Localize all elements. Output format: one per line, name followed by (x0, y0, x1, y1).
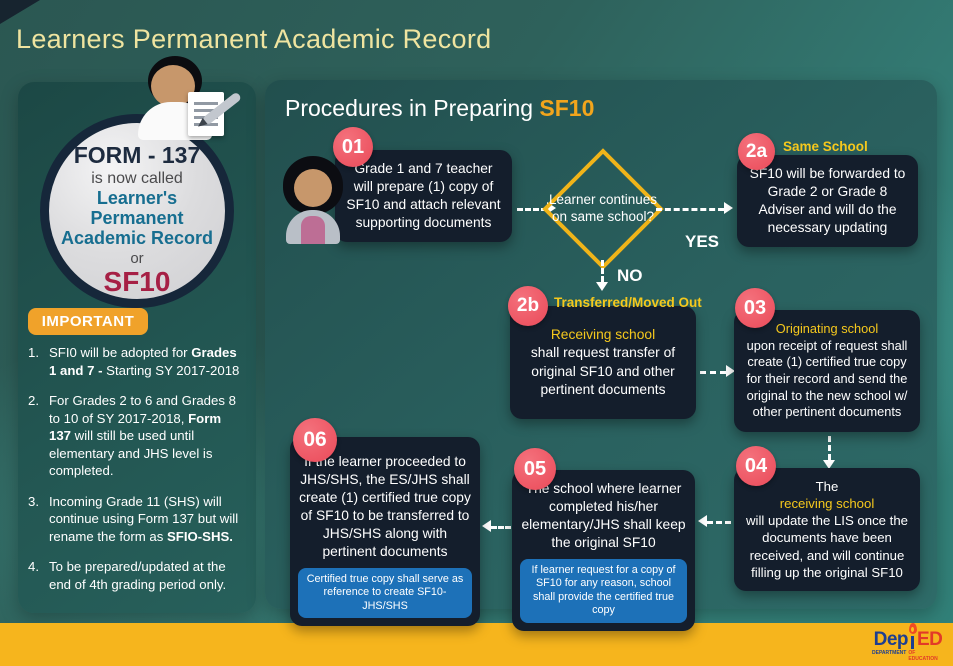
sf10-text: SF10 (103, 265, 171, 297)
flow-heading-prefix: Procedures in Preparing (285, 95, 540, 121)
logo-sub2: OF EDUCATION (908, 650, 938, 662)
left-panel: FORM - 137 is now called Learner's Perma… (18, 56, 256, 613)
step-box-03: Originating school upon receipt of reque… (734, 310, 920, 432)
teacher-shirt (301, 216, 325, 244)
deped-logo-subtext: DEPARTMENT OF EDUCATION (872, 650, 944, 662)
document-pencil-icon (184, 84, 246, 142)
form137-subtitle: is now called (91, 170, 183, 188)
form137-title: FORM - 137 (73, 142, 201, 169)
teacher-face (294, 169, 332, 207)
list-number: 4. (28, 559, 39, 575)
step-badge-04: 04 (736, 446, 776, 486)
arrow-01-to-decision (517, 208, 547, 211)
arrowhead-down-icon (596, 282, 608, 291)
step-box-06: If the learner proceeded to JHS/SHS, the… (290, 437, 480, 626)
form137-circle: FORM - 137 is now called Learner's Perma… (40, 114, 234, 308)
torch-icon (908, 623, 917, 649)
step-note-05: If learner request for a copy of SF10 fo… (520, 558, 687, 623)
flowchart-panel: Procedures in Preparing SF10 01 Grade 1 … (265, 80, 937, 631)
arrowhead-left-icon (482, 520, 491, 532)
avatar-face (151, 65, 195, 107)
list-number: 1. (28, 345, 39, 360)
arrow-03-to-04 (828, 436, 831, 460)
step-badge-06: 06 (293, 418, 337, 462)
step-text-06: If the learner proceeded to JHS/SHS, the… (299, 454, 471, 559)
page-title: Learners Permanent Academic Record (16, 24, 492, 54)
step-note-06: Certified true copy shall serve as refer… (298, 567, 472, 618)
no-label: NO (617, 266, 643, 285)
logo-ed-text: ED (917, 629, 943, 650)
arrowhead-right-icon (726, 365, 735, 377)
list-item: 4. To be prepared/updated at the end of … (28, 558, 244, 593)
deped-logo: Dep ED DEPARTMENT OF EDUCATION (872, 623, 944, 662)
arrow-04-to-05 (707, 521, 731, 524)
step-badge-05: 05 (514, 448, 556, 490)
step-label-2a: Same School (783, 139, 868, 154)
list-item: 1. SFI0 will be adopted for Grades 1 and… (28, 344, 244, 379)
flow-heading-accent: SF10 (539, 95, 595, 121)
record-name-line1: Learner's Permanent (90, 188, 184, 229)
footer-bar (0, 623, 953, 666)
decision-text: Learner continues on same school? (548, 192, 658, 224)
record-name-line2: Academic Record (60, 228, 214, 249)
list-text: To be prepared/updated at the end of 4th… (49, 559, 227, 593)
list-item: 3. Incoming Grade 11 (SHS) will continue… (28, 493, 244, 546)
arrow-2b-to-03 (700, 371, 726, 374)
arrow-05-to-06 (491, 526, 511, 529)
yes-label: YES (684, 232, 720, 251)
deped-logo-wordmark: Dep ED (873, 623, 943, 650)
important-notes-list: 1. SFI0 will be adopted for Grades 1 and… (28, 344, 244, 594)
arrowhead-down-icon (823, 460, 835, 469)
list-text: SFI0 will be adopted for Grades 1 and 7 … (49, 345, 240, 378)
list-number: 2. (28, 393, 39, 409)
step-badge-2b: 2b (508, 286, 548, 326)
step-label-2b: Transferred/Moved Out (554, 295, 702, 310)
corner-accent (0, 0, 40, 24)
list-item: 2. For Grades 2 to 6 and Grades 8 to 10 … (28, 392, 244, 480)
step-text-05: The school where learner completed his/h… (521, 481, 686, 550)
arrow-no (601, 260, 604, 282)
arrowhead-right-icon (724, 202, 733, 214)
step-badge-2a: 2a (738, 133, 775, 170)
arrowhead-left-icon (698, 515, 707, 527)
or-text: or (130, 249, 144, 267)
teacher-avatar (279, 156, 351, 246)
step-badge-01: 01 (333, 127, 373, 167)
logo-sub1: DEPARTMENT (872, 650, 907, 656)
step-box-2a: SF10 will be forwarded to Grade 2 or Gra… (737, 155, 918, 247)
logo-dep-text: Dep (873, 629, 909, 650)
step-badge-03: 03 (735, 288, 775, 328)
list-number: 3. (28, 493, 39, 509)
flow-heading: Procedures in Preparing SF10 (285, 95, 594, 122)
step-box-04: The receiving school will update the LIS… (734, 468, 920, 591)
step-box-01: Grade 1 and 7 teacher will prepare (1) c… (335, 150, 512, 242)
list-text: For Grades 2 to 6 and Grades 8 to 10 of … (49, 393, 236, 479)
arrowhead-right-icon (547, 202, 556, 214)
list-text: Incoming Grade 11 (SHS) will continue us… (49, 493, 239, 544)
step-box-05: The school where learner completed his/h… (512, 470, 695, 631)
decision-diamond: Learner continues on same school? (542, 148, 664, 270)
important-badge: IMPORTANT (28, 308, 148, 335)
arrow-yes (656, 208, 724, 211)
step-box-2b: Receiving school shall request transfer … (510, 306, 696, 419)
